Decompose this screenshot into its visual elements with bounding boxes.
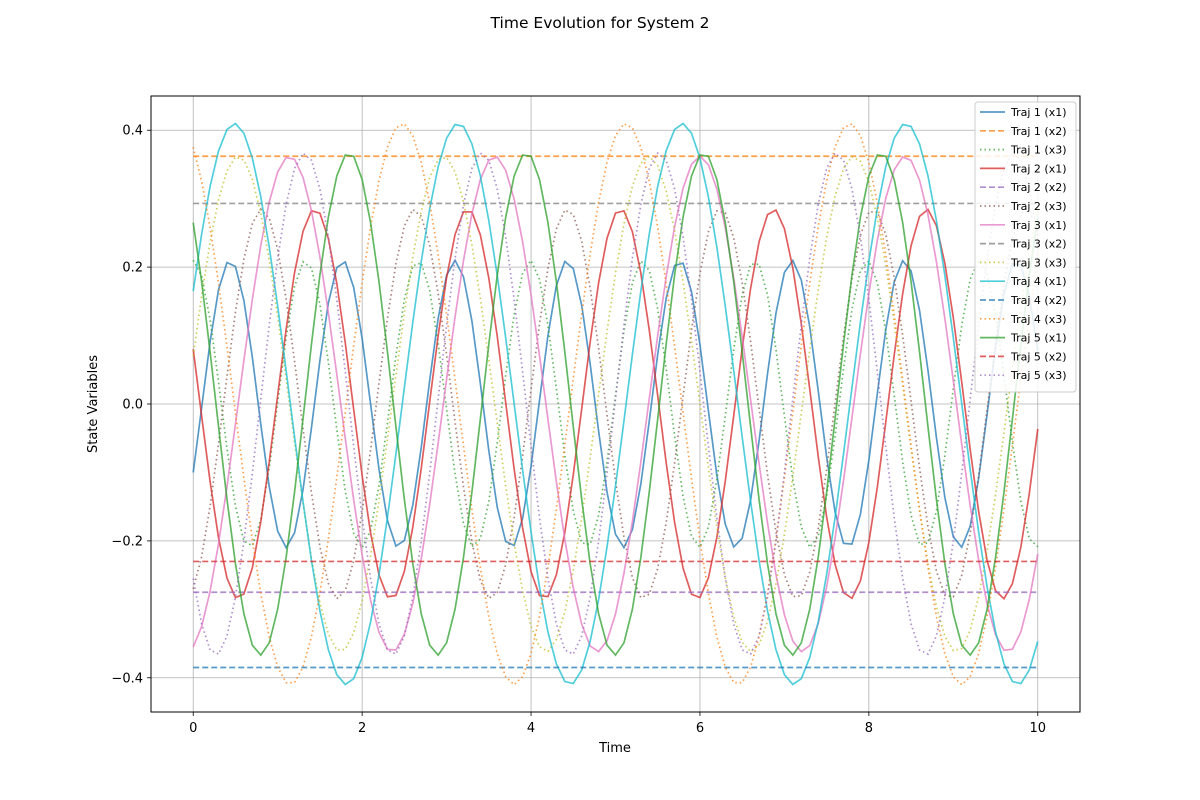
- series-line-10: [192, 122, 1039, 686]
- legend-label: Traj 5 (x3): [1010, 369, 1067, 382]
- series-line-12: [192, 122, 1039, 686]
- legend-label: Traj 3 (x2): [1010, 238, 1067, 251]
- series-line-13: [192, 154, 1039, 657]
- x-axis-label: Time: [598, 741, 631, 756]
- legend-label: Traj 4 (x1): [1010, 275, 1067, 288]
- legend-label: Traj 2 (x1): [1010, 162, 1067, 175]
- y-tick-label: 0.4: [122, 124, 143, 139]
- grid: [151, 96, 1080, 712]
- legend-label: Traj 5 (x2): [1010, 350, 1067, 363]
- series-lines: [192, 122, 1039, 686]
- legend-label: Traj 1 (x1): [1010, 106, 1067, 119]
- legend-label: Traj 4 (x3): [1010, 313, 1067, 326]
- axis-ticks: 0 2 4 6 8 10 −0.4 −0.2 0.0 0.2 0.4: [111, 124, 1046, 736]
- x-tick-label: 0: [189, 721, 197, 736]
- x-tick-label: 8: [865, 721, 873, 736]
- chart-title: Time Evolution for System 2: [490, 14, 710, 32]
- legend-label: Traj 3 (x1): [1010, 219, 1067, 232]
- x-tick-label: 6: [696, 721, 704, 736]
- legend-frame: [974, 101, 1077, 393]
- x-tick-label: 4: [527, 721, 535, 736]
- y-tick-label: 0.2: [122, 261, 143, 276]
- y-tick-label: −0.4: [111, 671, 143, 686]
- legend-label: Traj 2 (x3): [1010, 200, 1067, 213]
- x-tick-label: 2: [358, 721, 366, 736]
- legend-label: Traj 1 (x2): [1010, 125, 1067, 138]
- series-line-7: [192, 155, 1039, 653]
- legend-label: Traj 5 (x1): [1010, 332, 1067, 345]
- y-axis-label: State Variables: [86, 355, 101, 453]
- y-tick-label: −0.2: [111, 534, 143, 549]
- legend-label: Traj 4 (x2): [1010, 294, 1067, 307]
- series-line-4: [192, 208, 1039, 601]
- y-tick-label: 0.0: [122, 398, 143, 413]
- legend: Traj 1 (x1) Traj 1 (x2) Traj 1 (x3) Traj 2 …: [974, 101, 1077, 393]
- legend-label: Traj 2 (x2): [1010, 181, 1067, 194]
- x-tick-label: 10: [1029, 721, 1046, 736]
- legend-label: Traj 3 (x3): [1010, 256, 1067, 269]
- series-line-15: [192, 151, 1039, 656]
- legend-label: Traj 1 (x3): [1010, 144, 1067, 157]
